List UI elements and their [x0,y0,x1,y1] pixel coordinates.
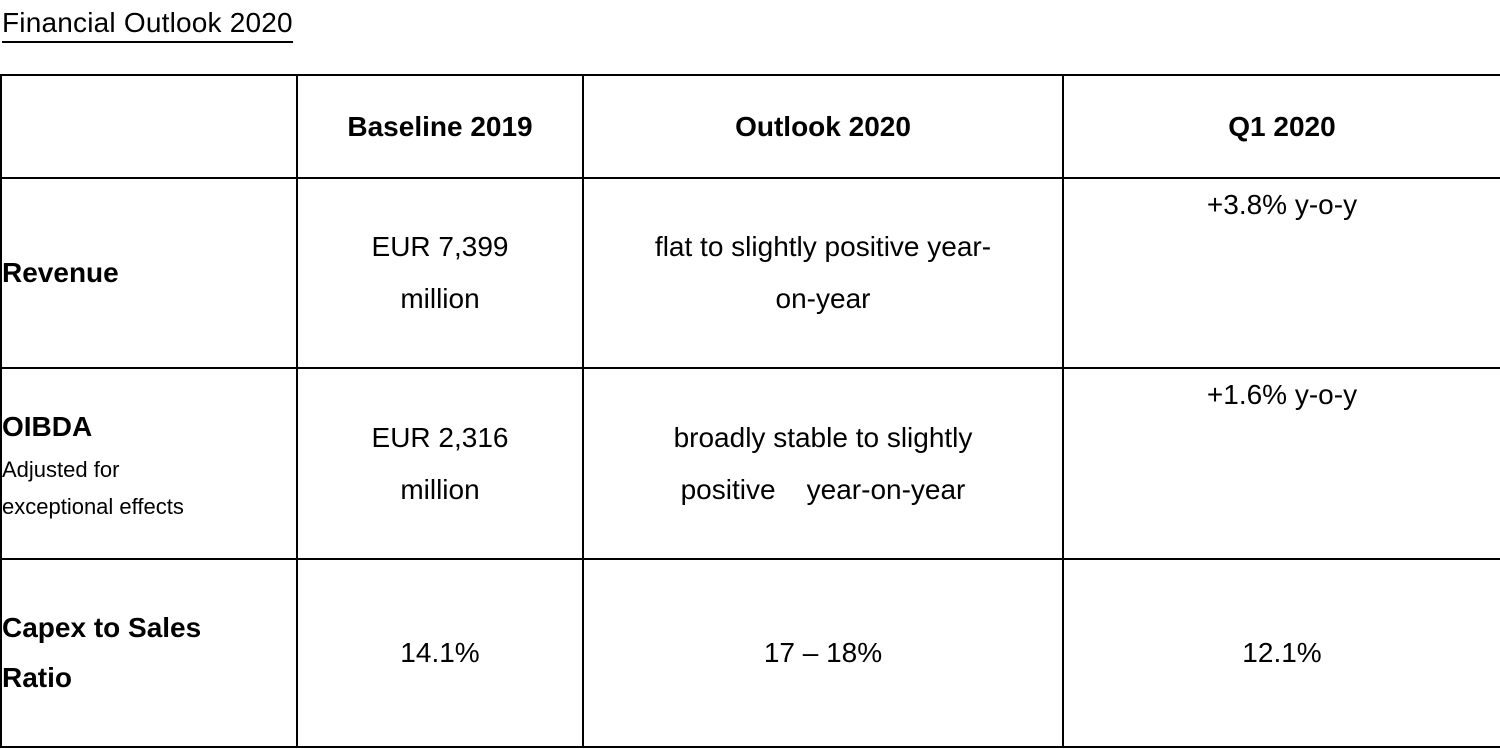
oibda-label: OIBDA [2,411,93,442]
page-title: Financial Outlook 2020 [2,7,293,43]
col-header-baseline-2019: Baseline 2019 [296,74,584,179]
capex-q1-value: 12.1% [1062,558,1500,748]
capex-label: Capex to Sales Ratio [2,611,202,693]
revenue-label: Revenue [2,256,119,288]
header-row: Baseline 2019 Outlook 2020 Q1 2020 [0,74,1500,179]
row-revenue: Revenue EUR 7,399 million flat to slight… [0,177,1500,369]
revenue-baseline-value: EUR 7,399 million [296,177,584,369]
capex-label-cell: Capex to Sales Ratio [0,558,298,748]
row-capex: Capex to Sales Ratio 14.1% 17 – 18% 12.1… [0,558,1500,748]
row-oibda: OIBDA Adjusted for exceptional effects E… [0,367,1500,560]
revenue-q1-value: +3.8% y-o-y [1062,177,1500,369]
outlook-table: Baseline 2019 Outlook 2020 Q1 2020 Reven… [0,74,1500,748]
oibda-baseline-value: EUR 2,316 million [296,367,584,560]
oibda-q1-value: +1.6% y-o-y [1062,367,1500,560]
oibda-label-cell: OIBDA Adjusted for exceptional effects [0,367,298,560]
oibda-outlook-value: broadly stable to slightly positive year… [582,367,1064,560]
oibda-sublabel: Adjusted for exceptional effects [2,457,184,519]
revenue-label-cell: Revenue [0,177,298,369]
capex-baseline-value: 14.1% [296,558,584,748]
revenue-outlook-value: flat to slightly positive year- on-year [582,177,1064,369]
corner-cell [0,74,298,179]
capex-outlook-value: 17 – 18% [582,558,1064,748]
col-header-q1-2020: Q1 2020 [1062,74,1500,179]
col-header-outlook-2020: Outlook 2020 [582,74,1064,179]
page-title-text: Financial Outlook 2020 [2,7,293,43]
